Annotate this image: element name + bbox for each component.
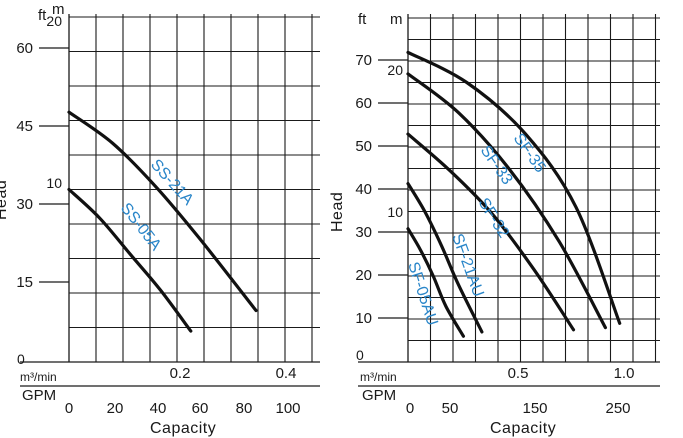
right-m-unit-label: m — [390, 11, 403, 28]
right-series-label-sf-05au: SF-05AU — [404, 260, 441, 328]
right-m-tick-labels: 10 20 — [387, 62, 403, 220]
left-m-tick-labels: 10 20 — [46, 13, 62, 191]
left-ft-unit-label: ft — [38, 7, 47, 24]
right-curve-sf-35 — [406, 50, 622, 325]
left-m-unit-label: m — [52, 1, 65, 18]
right-gpm-tick-label: 250 — [605, 400, 630, 417]
left-m-tick-label: 10 — [46, 175, 62, 191]
left-ft-tick-label: 15 — [16, 274, 33, 291]
right-gpm-tick-labels: 0 50 150 250 — [406, 400, 631, 417]
left-gpm-tick-label: 100 — [275, 400, 300, 417]
right-series-label-sf-32: SF-32 — [475, 195, 513, 241]
right-curve-sf-05au — [406, 227, 465, 338]
right-metric-tick-label: 0.5 — [508, 365, 529, 382]
left-metric-tick-labels: 0.2 0.4 — [170, 365, 297, 382]
left-ft-tick-label: 60 — [16, 40, 33, 57]
left-ft-tick-labels: 0 15 30 45 60 — [16, 40, 69, 367]
right-y-axis-title: Head — [329, 192, 346, 232]
left-gpm-tick-label: 60 — [192, 400, 209, 417]
left-metric-tick-label: 0.2 — [170, 365, 191, 382]
right-ft-tick-label: 30 — [355, 224, 372, 241]
left-gpm-tick-labels: 0 20 40 60 80 100 — [65, 400, 301, 417]
right-gpm-tick-label: 0 — [406, 400, 414, 417]
left-curve-ss-05a — [67, 187, 193, 333]
right-ft-tick-label: 0 — [356, 347, 364, 363]
right-ft-tick-label: 10 — [355, 310, 372, 327]
left-gpm-tick-label: 40 — [150, 400, 167, 417]
right-gpm-tick-label: 150 — [522, 400, 547, 417]
left-ft-tick-label: 0 — [17, 351, 25, 367]
left-gpm-tick-label: 0 — [65, 400, 73, 417]
left-gpm-tick-label: 80 — [236, 400, 253, 417]
right-ft-tick-label: 40 — [355, 181, 372, 198]
right-ft-tick-labels: 0 10 20 30 40 50 60 70 — [355, 52, 408, 363]
left-gpm-unit-label: GPM — [22, 387, 56, 404]
right-metric-tick-label: 1.0 — [614, 365, 635, 382]
left-metric-tick-label: 0.4 — [276, 365, 297, 382]
right-ft-tick-label: 20 — [355, 267, 372, 284]
right-curve-sf-33 — [406, 72, 607, 330]
right-series-label-sf-21au: SF-21AU — [448, 232, 486, 300]
left-m-tick-label: 20 — [46, 13, 62, 29]
right-curves — [406, 50, 622, 338]
right-m-tick-label: 10 — [387, 204, 403, 220]
left-y-axis-title: Head — [0, 180, 10, 220]
left-curves — [67, 110, 258, 333]
right-ft-tick-label: 60 — [355, 95, 372, 112]
right-ft-tick-label: 70 — [355, 52, 372, 69]
left-metric-unit-label: m³/min — [20, 370, 57, 384]
left-ft-tick-label: 30 — [16, 196, 33, 213]
right-gpm-tick-label: 50 — [442, 400, 459, 417]
right-ft-tick-label: 50 — [355, 138, 372, 155]
right-x-axis-title: Capacity — [490, 420, 556, 437]
left-gpm-tick-label: 20 — [107, 400, 124, 417]
right-series-label-sf-33: SF-33 — [477, 143, 516, 189]
left-chart: 0 15 30 45 60 10 20 0.2 0.4 0 20 40 60 80 100 SS-21… — [0, 1, 320, 437]
right-grid — [408, 14, 660, 362]
left-series-label-ss-21a: SS-21A — [147, 156, 197, 209]
left-curve-ss-21a — [67, 110, 258, 313]
right-metric-unit-label: m³/min — [360, 370, 397, 384]
left-x-axis-title: Capacity — [150, 420, 216, 437]
left-grid — [69, 14, 320, 362]
right-chart: 0 10 20 30 40 50 60 70 10 20 0.5 1.0 0 50 150 250 SF… — [329, 11, 660, 437]
right-ft-unit-label: ft — [358, 11, 367, 28]
left-ft-tick-label: 45 — [16, 118, 33, 135]
right-curve-sf-21au — [406, 182, 484, 334]
right-gpm-unit-label: GPM — [362, 387, 396, 404]
right-m-tick-label: 20 — [387, 62, 403, 78]
right-curve-sf-32 — [406, 132, 576, 332]
right-metric-tick-labels: 0.5 1.0 — [508, 365, 635, 382]
